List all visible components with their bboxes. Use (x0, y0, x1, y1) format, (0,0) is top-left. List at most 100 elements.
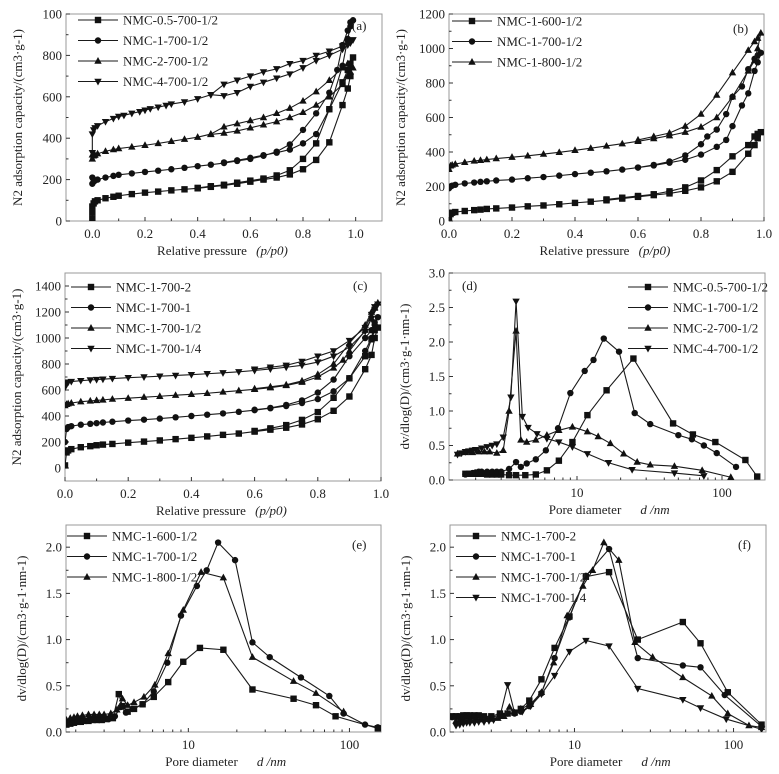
data-point (583, 427, 592, 435)
data-point (757, 726, 766, 732)
data-point (99, 441, 107, 448)
data-point (750, 37, 759, 45)
series-triangle-up (452, 538, 766, 731)
data-point (634, 192, 642, 200)
y-tick-label: 0.5 (429, 438, 445, 453)
data-point (220, 129, 228, 136)
data-point (156, 437, 163, 444)
legend-entry: NMC-1-600-1/2 (67, 529, 197, 544)
data-point (172, 435, 179, 443)
data-point (124, 374, 132, 382)
y-axis-title: N2 adsorption capacity/(cm3·g-1) (10, 29, 25, 206)
data-point (168, 166, 175, 173)
data-point (203, 371, 211, 378)
data-point (266, 653, 273, 661)
data-point (77, 421, 85, 428)
series-line (452, 571, 762, 726)
data-point (329, 348, 338, 355)
data-point (90, 710, 98, 718)
data-point (290, 695, 297, 702)
data-point (344, 42, 352, 50)
data-point (475, 447, 483, 455)
panel-label: (e) (352, 537, 366, 552)
data-point (100, 715, 108, 723)
data-point (675, 431, 682, 439)
legend-marker (83, 553, 91, 560)
data-point (219, 387, 227, 395)
y-tick-label: 0.5 (46, 678, 62, 693)
data-point (151, 680, 159, 688)
data-point (361, 721, 369, 728)
data-point (330, 388, 337, 395)
series-square (449, 128, 764, 221)
data-point (312, 87, 320, 95)
data-point (181, 186, 188, 193)
data-point (330, 376, 337, 383)
data-point (128, 142, 136, 150)
data-point (219, 370, 227, 377)
legend-marker (87, 345, 95, 353)
data-point (508, 153, 516, 160)
data-point (584, 411, 591, 419)
data-point (282, 362, 290, 370)
data-point (259, 113, 268, 121)
data-point (505, 703, 514, 710)
data-point (493, 441, 501, 449)
y-tick-label: 1.0 (46, 632, 62, 647)
y-axis-title: dv/dlog(D)/(cm3·g-1·nm-1) (398, 556, 413, 702)
data-point (326, 692, 333, 700)
data-point (563, 611, 571, 619)
data-point (368, 334, 375, 342)
data-point (745, 150, 752, 157)
legend-label: NMC-4-700-1/2 (123, 74, 208, 89)
data-point (102, 174, 109, 181)
y-tick-label: 200 (43, 172, 63, 187)
data-point (65, 384, 69, 392)
data-point (619, 194, 626, 201)
data-point (299, 140, 307, 147)
data-point (235, 430, 242, 437)
data-point (524, 203, 531, 210)
y-tick-label: 600 (426, 110, 446, 125)
data-point (86, 396, 94, 404)
data-point (345, 344, 354, 352)
data-point (89, 215, 96, 221)
data-point (247, 177, 254, 184)
data-point (590, 356, 597, 364)
data-point (713, 113, 721, 121)
data-point (156, 392, 164, 399)
data-point (507, 394, 515, 402)
y-tick-label: 1200 (35, 305, 61, 320)
data-point (670, 462, 679, 469)
data-point (728, 92, 737, 100)
data-point (247, 154, 254, 162)
series-circle (449, 49, 764, 192)
data-point (250, 366, 259, 374)
data-point (346, 67, 355, 75)
data-point (751, 67, 758, 75)
data-point (697, 177, 705, 184)
data-point (114, 113, 123, 121)
data-point (219, 573, 228, 581)
data-point (219, 431, 227, 439)
data-point (600, 335, 607, 342)
data-point (470, 720, 479, 727)
series-triangle-down (88, 37, 357, 157)
data-point (139, 701, 146, 708)
y-tick-label: 400 (43, 131, 63, 146)
data-point (666, 158, 673, 165)
data-point (475, 719, 483, 726)
data-point (124, 394, 132, 401)
data-point (361, 328, 369, 336)
data-point (193, 133, 202, 140)
data-point (362, 366, 369, 373)
x-tick-label: 0.4 (190, 226, 207, 241)
legend-label: NMC-1-600-1/2 (497, 14, 582, 29)
y-tick-label: 200 (426, 179, 446, 194)
legend-marker (472, 594, 480, 602)
data-point (367, 311, 376, 319)
data-point (713, 126, 720, 133)
data-point (461, 180, 468, 187)
data-point (512, 298, 520, 306)
data-point (125, 417, 132, 424)
